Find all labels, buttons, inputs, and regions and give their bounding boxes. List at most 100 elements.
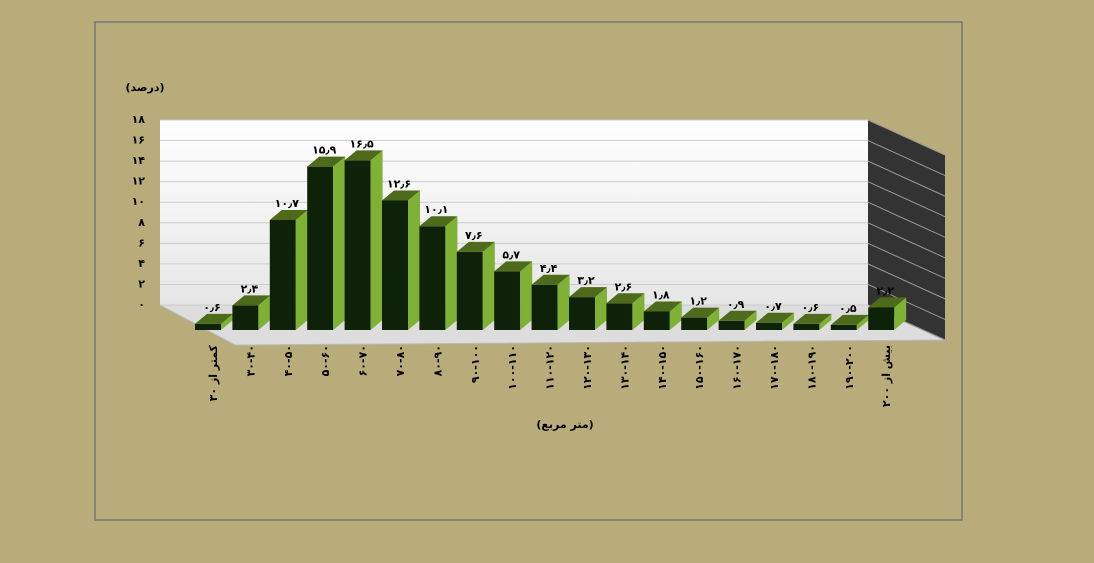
bar-top [419,216,458,227]
side-grid-line [867,242,946,279]
value-label: ۰٫۹ [727,298,745,311]
bar-top [456,241,495,252]
x-tick-label: ۱۸۰-۱۹۰ [805,345,818,390]
bar-side [632,293,645,330]
y-tick-label: ۴ [138,257,145,270]
y-tick-label: ۱۰ [132,195,145,208]
bar-top [382,190,420,201]
x-tick-label: کمتر از ۳۰ [207,344,220,401]
bar-top [681,307,720,318]
bar-top [232,295,271,306]
side-grid-line [867,263,946,300]
y-tick-label: ۶ [138,236,145,249]
value-label: ۵٫۷ [502,248,520,261]
bar [232,295,271,330]
value-label: ۰٫۷ [764,300,782,313]
bar-top [531,274,570,285]
bar-front [494,271,521,330]
x-tick-label: ۴۰-۵۰ [282,345,295,376]
value-label: ۷٫۶ [465,229,483,242]
bar-side [408,190,420,330]
x-tick-label: ۷۰-۸۰ [394,345,407,376]
bar [606,293,645,330]
bar-side [856,314,869,330]
x-axis-label: (متر مربع) [536,418,593,431]
bar-front [419,226,446,330]
value-label: ۱۶٫۵ [349,137,374,150]
bar-top [793,313,832,324]
bar-side [894,297,907,330]
x-tick-label: ۱۳۰-۱۴۰ [618,345,631,390]
bar-top [494,261,533,272]
bar [269,210,308,330]
bar-top [643,301,682,312]
bar-side [258,295,271,330]
bar-front [681,317,708,330]
bar-top [756,312,794,323]
x-tick-label: ۸۰-۹۰ [431,345,444,376]
side-wall [868,120,945,340]
bar-top [269,210,308,221]
bar-side [819,313,832,330]
value-label: ۴٫۴ [540,262,558,275]
bar-side [221,313,233,330]
y-axis-label: (درصد) [125,81,164,94]
y-tick-label: ۱۲ [132,175,146,188]
x-tick-label: ۱۱۰-۱۲۰ [544,345,557,390]
bar-front [195,323,221,330]
bar-front [382,200,408,330]
bar [718,310,757,330]
bar [756,312,794,330]
bar-top [718,310,757,321]
x-tick-label: ۳۰-۴۰ [244,345,257,376]
bar-side [482,241,495,330]
value-label: ۲٫۲ [876,284,894,297]
bar-top [606,293,645,304]
bar-side [744,310,757,330]
side-grid-line [867,201,946,238]
bar-side [707,307,720,330]
bar-front [307,166,334,330]
x-tick-label: ۹۰-۱۰۰ [469,345,482,383]
x-tick-label: ۱۷۰-۱۸۰ [768,345,781,390]
y-tick-label: ۲ [138,277,145,290]
bar-side [557,274,570,330]
value-label: ۱۰٫۱ [424,203,448,216]
x-tick-label: ۱۲۰-۱۳۰ [581,345,594,390]
bar [793,313,832,330]
y-tick-label: ۱۸ [132,113,146,126]
side-grid-line [867,119,946,156]
bar-top [868,297,907,308]
bar-front [756,322,782,330]
bar [643,301,682,330]
bar-front [569,297,595,330]
bar-side [782,312,794,330]
bar-front [269,220,296,330]
bar-side [295,210,308,330]
bar-front [232,305,259,330]
value-label: ۲٫۴ [241,282,259,295]
x-tick-label: ۱۴۰-۱۵۰ [656,345,669,390]
bar [307,156,346,330]
bar-side [669,301,682,330]
bar-front [531,284,558,330]
bar-side [333,156,346,330]
bar-front [606,303,633,330]
y-tick-label: ۱۶ [132,134,145,147]
bar-top [830,314,869,325]
value-label: ۱۵٫۹ [312,144,337,157]
bar [569,287,607,330]
bar [344,150,383,330]
bar-front [456,251,483,330]
value-label: ۱۰٫۷ [275,197,300,210]
side-grid-line [867,181,946,218]
value-label: ۱٫۲ [689,295,707,308]
x-tick-label: ۱۹۰-۲۰۰ [843,345,856,390]
bar [494,261,533,330]
bar-top [307,156,346,167]
bar-top [195,313,233,324]
bar-top [344,150,383,161]
value-label: ۱٫۸ [652,289,670,302]
value-label: ۳٫۲ [577,274,595,287]
